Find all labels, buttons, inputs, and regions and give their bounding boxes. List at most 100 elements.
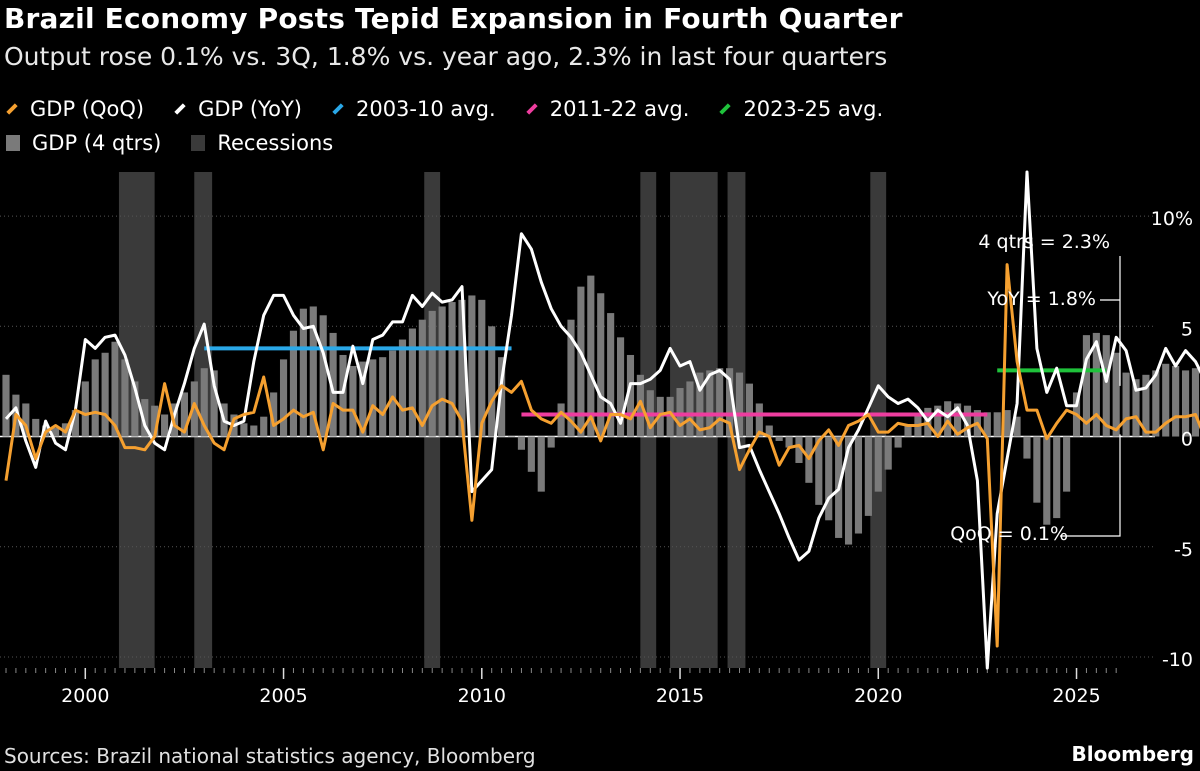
bar-gdp-4qtrs bbox=[309, 306, 317, 437]
bar-gdp-4qtrs bbox=[577, 286, 585, 437]
bar-gdp-4qtrs bbox=[498, 357, 506, 437]
bar-gdp-4qtrs bbox=[488, 326, 496, 437]
bar-gdp-4qtrs bbox=[141, 399, 149, 437]
y-axis-labels: 10% 5 0 -5 -10 bbox=[1151, 208, 1193, 671]
line-gdp-qoq bbox=[4, 263, 1200, 648]
bar-gdp-4qtrs bbox=[289, 330, 298, 437]
x-tick-label: 2005 bbox=[259, 685, 307, 707]
x-tick-label: 2010 bbox=[458, 685, 506, 707]
legend-label-gdp-yoy: GDP (YoY) bbox=[198, 97, 302, 121]
bar-gdp-4qtrs bbox=[478, 299, 486, 437]
bar-gdp-4qtrs bbox=[71, 410, 79, 437]
bar-gdp-4qtrs bbox=[111, 341, 119, 437]
legend-label-avg-2023-25: 2023-25 avg. bbox=[743, 97, 884, 121]
legend-item-gdp-4qtrs: GDP (4 qtrs) bbox=[6, 131, 161, 155]
bar-gdp-4qtrs bbox=[963, 405, 972, 437]
bar-gdp-4qtrs bbox=[279, 359, 288, 437]
annotations: 4 qtrs = 2.3% YoY = 1.8% QoQ = 0.1% bbox=[950, 231, 1121, 545]
source-note: Sources: Brazil national statistics agen… bbox=[4, 744, 536, 768]
bar-gdp-4qtrs bbox=[131, 381, 139, 437]
legend-label-avg-2011-22: 2011-22 avg. bbox=[549, 97, 690, 121]
bar-gdp-4qtrs bbox=[161, 414, 169, 437]
x-tick-label: 2020 bbox=[854, 685, 902, 707]
chart-title: Brazil Economy Posts Tepid Expansion in … bbox=[4, 2, 903, 35]
bar-gdp-4qtrs bbox=[1092, 332, 1100, 437]
bar-gdp-4qtrs bbox=[1181, 370, 1190, 437]
bar-gdp-4qtrs bbox=[537, 436, 545, 492]
bar-gdp-4qtrs bbox=[607, 313, 615, 437]
legend-label-avg-2003-10: 2003-10 avg. bbox=[355, 97, 496, 121]
legend-row-2: GDP (4 qtrs) Recessions bbox=[6, 131, 363, 155]
bar-gdp-4qtrs bbox=[567, 319, 575, 437]
bar-gdp-4qtrs bbox=[944, 401, 952, 437]
bar-gdp-4qtrs bbox=[1043, 436, 1051, 525]
bar-gdp-4qtrs bbox=[507, 436, 516, 438]
bar-gdp-4qtrs bbox=[1053, 436, 1061, 519]
legend-item-gdp-qoq: GDP (QoQ) bbox=[6, 97, 144, 121]
bar-gdp-4qtrs bbox=[1132, 379, 1140, 437]
bar-gdp-4qtrs bbox=[706, 370, 714, 437]
bar-gdp-4qtrs bbox=[1023, 436, 1031, 459]
bar-gdp-4qtrs bbox=[151, 405, 159, 437]
y-tick-label: 0 bbox=[1181, 429, 1193, 451]
legend-item-avg-2011-22: 2011-22 avg. bbox=[526, 97, 690, 121]
bar-gdp-4qtrs bbox=[299, 308, 307, 437]
x-tick-label: 2000 bbox=[61, 685, 109, 707]
bar-gdp-4qtrs bbox=[775, 436, 783, 441]
bar-gdp-4qtrs bbox=[1082, 335, 1091, 437]
bar-gdp-4qtrs bbox=[418, 319, 426, 437]
x-tick-label: 2015 bbox=[656, 685, 704, 707]
bar-gdp-4qtrs bbox=[874, 436, 882, 492]
bar-gdp-4qtrs bbox=[1122, 372, 1130, 437]
bar-gdp-4qtrs bbox=[438, 306, 446, 437]
bar-gdp-4qtrs bbox=[101, 352, 109, 437]
bar-gdp-4qtrs bbox=[983, 412, 991, 437]
bar-gdp-4qtrs bbox=[379, 357, 387, 437]
bar-gdp-4qtrs bbox=[1013, 416, 1021, 437]
bar-gdp-4qtrs bbox=[934, 405, 942, 437]
bar-gdp-4qtrs bbox=[527, 436, 535, 472]
bar-gdp-4qtrs bbox=[398, 339, 407, 437]
bar-gdp-4qtrs bbox=[32, 418, 40, 437]
bar-gdp-4qtrs bbox=[369, 359, 377, 437]
y-tick-label: 10% bbox=[1151, 208, 1193, 230]
bar-gdp-4qtrs bbox=[795, 436, 803, 463]
legend-item-avg-2023-25: 2023-25 avg. bbox=[719, 97, 883, 121]
y-tick-label: 5 bbox=[1181, 318, 1193, 340]
bar-gdp-4qtrs bbox=[349, 365, 357, 437]
leader-qoq bbox=[1060, 434, 1121, 537]
legend-swatch-gdp-4qtrs bbox=[6, 135, 20, 151]
bar-gdp-4qtrs bbox=[726, 368, 734, 437]
bar-gdp-4qtrs bbox=[785, 436, 793, 448]
legend-label-gdp-4qtrs: GDP (4 qtrs) bbox=[32, 131, 162, 155]
bar-gdp-4qtrs bbox=[91, 359, 99, 437]
bar-gdp-4qtrs bbox=[210, 370, 218, 437]
y-tick-label: -10 bbox=[1162, 649, 1193, 671]
legend-label-gdp-qoq: GDP (QoQ) bbox=[30, 97, 145, 121]
bar-gdp-4qtrs bbox=[51, 427, 60, 437]
bar-gdp-4qtrs bbox=[2, 374, 10, 437]
bar-gdp-4qtrs bbox=[81, 381, 89, 437]
bar-gdp-4qtrs bbox=[1102, 335, 1110, 437]
bar-gdp-4qtrs bbox=[745, 383, 753, 437]
bar-gdp-4qtrs bbox=[636, 374, 644, 437]
legend-swatch-recessions bbox=[191, 135, 206, 151]
bar-gdp-4qtrs bbox=[468, 295, 476, 437]
bar-gdp-4qtrs bbox=[428, 310, 436, 437]
bar-gdp-4qtrs bbox=[408, 328, 416, 437]
bar-gdp-4qtrs bbox=[1003, 410, 1011, 437]
bar-gdp-4qtrs bbox=[121, 359, 129, 437]
bar-gdp-4qtrs bbox=[517, 436, 526, 450]
bar-gdp-4qtrs bbox=[587, 275, 595, 437]
bar-gdp-4qtrs bbox=[240, 423, 248, 437]
annotation-four-qtrs: 4 qtrs = 2.3% bbox=[978, 231, 1110, 253]
bar-gdp-4qtrs bbox=[1112, 352, 1120, 437]
bar-gdp-4qtrs bbox=[735, 372, 744, 437]
bar-gdp-4qtrs bbox=[1172, 365, 1180, 437]
bar-gdp-4qtrs bbox=[200, 368, 208, 437]
bar-gdp-4qtrs bbox=[993, 412, 1001, 437]
bar-gdp-4qtrs bbox=[389, 350, 397, 437]
bar-gdp-4qtrs bbox=[1033, 436, 1041, 503]
bar-gdp-4qtrs bbox=[1162, 363, 1170, 437]
